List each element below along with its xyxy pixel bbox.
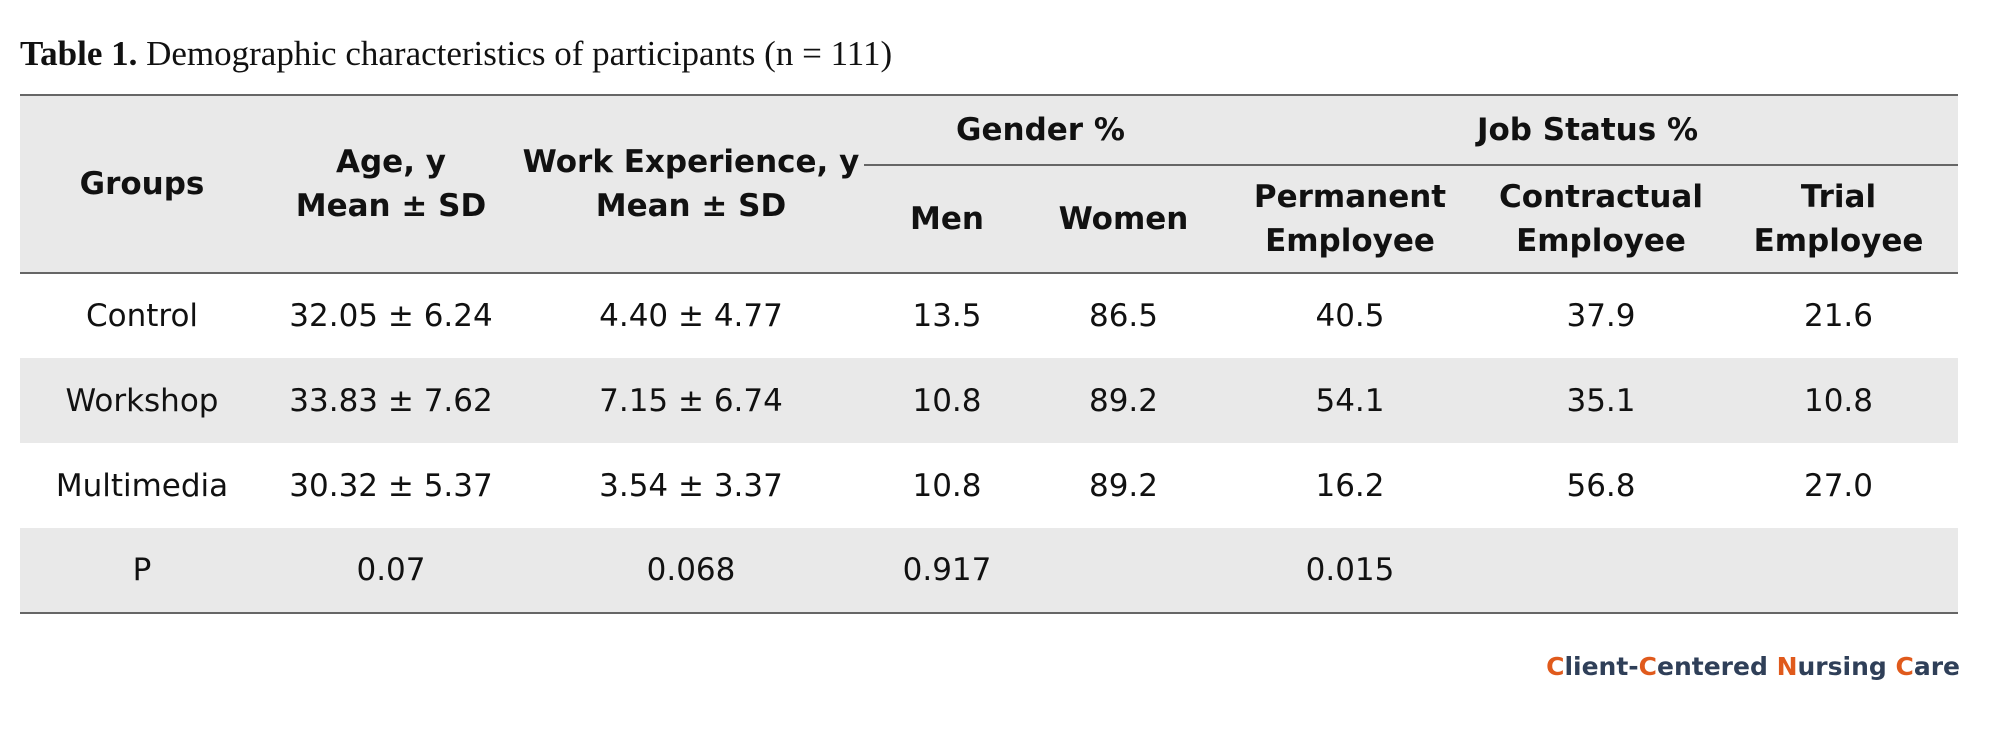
cell-work: 3.54 ± 3.37 [518,443,864,528]
brand-text-3: ursing [1797,652,1896,681]
header-trial-line1: Trial [1800,179,1877,215]
cell-work: 4.40 ± 4.77 [518,273,864,358]
cell-women [1030,528,1217,614]
journal-brand-logo: Client-Centered Nursing Care [1546,652,1960,681]
header-men: Men [864,165,1030,274]
cell-contractual: 35.1 [1483,358,1719,443]
brand-letter-c1: C [1546,652,1565,681]
header-women: Women [1030,165,1217,274]
brand-text-2: entered [1657,652,1777,681]
header-gender-label: Gender % [956,112,1125,148]
header-work-line2: Mean ± SD [595,188,787,224]
cell-permanent: 40.5 [1217,273,1483,358]
table-row: P 0.07 0.068 0.917 0.015 [20,528,1958,614]
header-trial: Trial Employee [1719,165,1958,274]
table-row: Workshop 33.83 ± 7.62 7.15 ± 6.74 10.8 8… [20,358,1958,443]
brand-letter-c2: C [1638,652,1658,681]
header-permanent: Permanent Employee [1217,165,1483,274]
cell-men: 13.5 [864,273,1030,358]
cell-age: 33.83 ± 7.62 [264,358,518,443]
cell-women: 86.5 [1030,273,1217,358]
header-contractual-line2: Employee [1516,223,1686,259]
cell-trial [1719,528,1958,614]
cell-trial: 10.8 [1719,358,1958,443]
header-age: Age, y Mean ± SD [264,94,518,274]
header-gender: Gender % [864,94,1217,166]
cell-women: 89.2 [1030,358,1217,443]
cell-permanent: 0.015 [1217,528,1483,614]
brand-text-4: are [1913,652,1960,681]
header-job-status: Job Status % [1217,94,1958,166]
header-women-label: Women [1058,201,1189,237]
cell-group: P [20,528,264,614]
cell-group: Control [20,273,264,358]
header-work-line1: Work Experience, y [522,144,860,180]
demographics-table: Groups Age, y Mean ± SD Work Experience,… [20,94,1958,614]
cell-group: Workshop [20,358,264,443]
cell-permanent: 16.2 [1217,443,1483,528]
cell-group: Multimedia [20,443,264,528]
header-groups-label: Groups [79,166,205,202]
header-permanent-line1: Permanent [1253,179,1447,215]
cell-work: 7.15 ± 6.74 [518,358,864,443]
brand-text-1: lient- [1564,652,1639,681]
cell-women: 89.2 [1030,443,1217,528]
cell-men: 10.8 [864,443,1030,528]
table-row: Multimedia 30.32 ± 5.37 3.54 ± 3.37 10.8… [20,443,1958,528]
cell-age: 32.05 ± 6.24 [264,273,518,358]
cell-age: 0.07 [264,528,518,614]
cell-contractual [1483,528,1719,614]
brand-letter-n: N [1776,652,1798,681]
header-age-line2: Mean ± SD [295,188,487,224]
cell-permanent: 54.1 [1217,358,1483,443]
cell-contractual: 56.8 [1483,443,1719,528]
caption-label: Table 1. [20,34,138,73]
cell-men: 10.8 [864,358,1030,443]
header-contractual-line1: Contractual [1499,179,1703,215]
header-age-line1: Age, y [336,144,446,180]
brand-letter-c3: C [1895,652,1914,681]
table-row: Control 32.05 ± 6.24 4.40 ± 4.77 13.5 86… [20,273,1958,358]
table-caption: Table 1. Demographic characteristics of … [20,32,892,76]
cell-trial: 27.0 [1719,443,1958,528]
header-groups: Groups [20,94,264,274]
header-men-label: Men [910,201,984,237]
cell-trial: 21.6 [1719,273,1958,358]
cell-work: 0.068 [518,528,864,614]
caption-text: Demographic characteristics of participa… [146,34,893,73]
cell-age: 30.32 ± 5.37 [264,443,518,528]
cell-men: 0.917 [864,528,1030,614]
header-permanent-line2: Employee [1265,223,1435,259]
header-contractual: Contractual Employee [1483,165,1719,274]
header-job-status-label: Job Status % [1476,112,1699,148]
cell-contractual: 37.9 [1483,273,1719,358]
header-work-experience: Work Experience, y Mean ± SD [518,94,864,274]
header-trial-line2: Employee [1753,223,1924,259]
